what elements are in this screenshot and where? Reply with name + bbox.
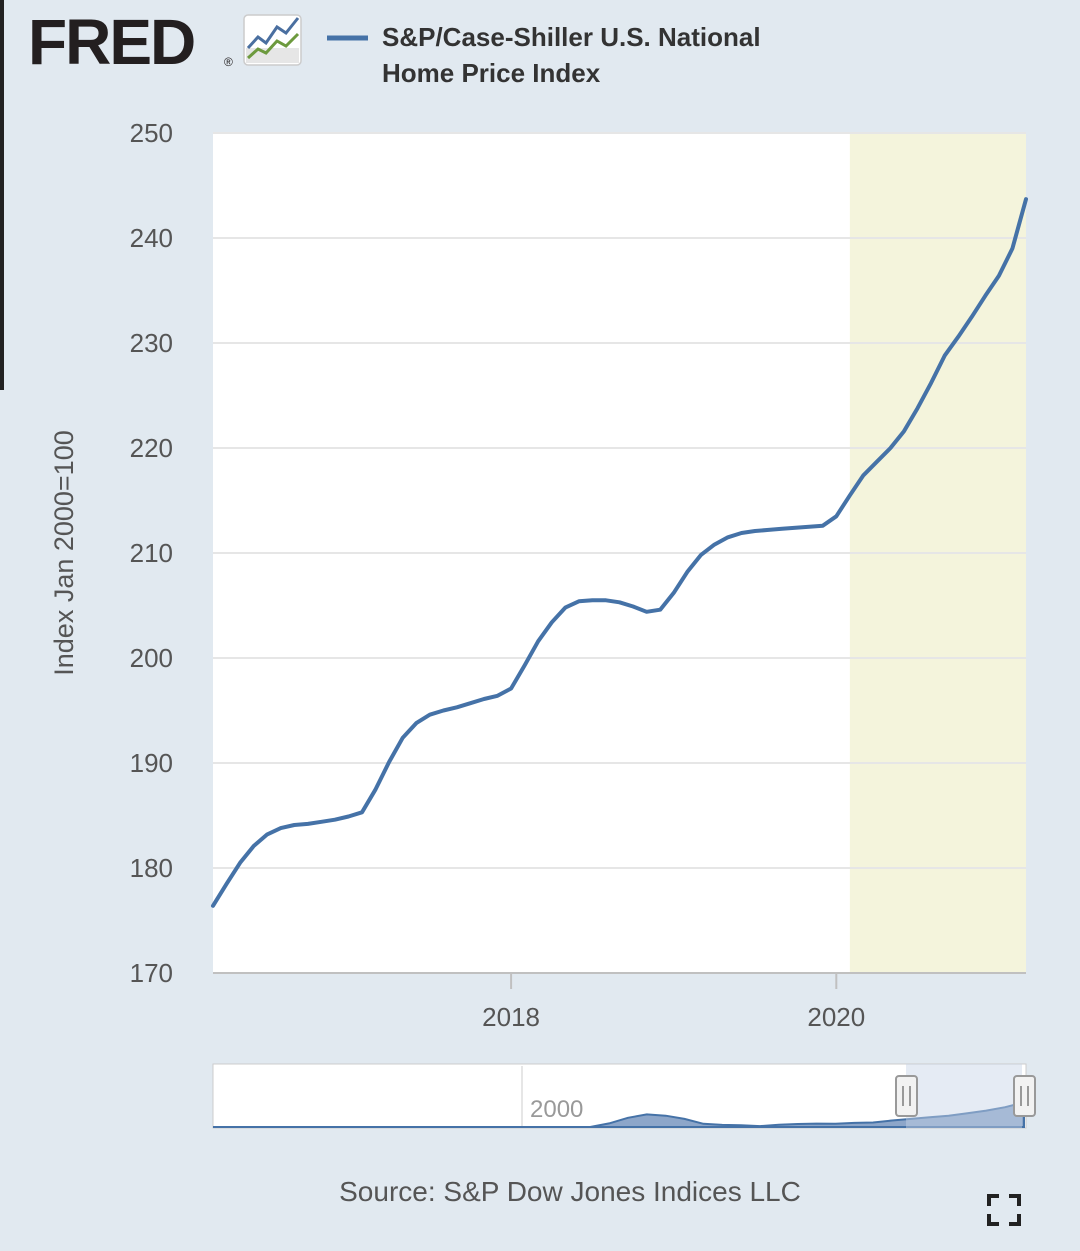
fullscreen-icon[interactable] [987,1194,1021,1226]
x-tick-label-2018: 2018 [482,1002,540,1032]
x-tick-label-2020: 2020 [807,1002,865,1032]
navigator-handle-right[interactable] [1013,1075,1036,1117]
y-axis-title: Index Jan 2000=100 [49,430,79,675]
y-tick-label-210: 210 [130,538,173,568]
line-graph-icon [243,14,302,66]
y-tick-label-170: 170 [130,958,173,988]
y-tick-label-190: 190 [130,748,173,778]
y-tick-label-250: 250 [130,118,173,148]
y-tick-label-220: 220 [130,433,173,463]
y-tick-label-180: 180 [130,853,173,883]
y-tick-label-230: 230 [130,328,173,358]
legend-label-line1: S&P/Case-Shiller U.S. National [382,22,761,52]
y-tick-label-240: 240 [130,223,173,253]
y-tick-label-200: 200 [130,643,173,673]
y-axis: 170 180 190 200 210 220 230 240 250 [130,118,173,988]
navigator-series-area [213,1101,1025,1128]
legend[interactable]: S&P/Case-Shiller U.S. National Home Pric… [327,22,761,88]
legend-label-line2: Home Price Index [382,58,601,88]
series-line-home-price-index[interactable] [211,197,1028,908]
source-credit: Source: S&P Dow Jones Indices LLC [339,1176,801,1207]
navigator[interactable]: 2000 [212,1063,1036,1129]
page-edge [0,0,4,390]
logo-text: FRED [28,6,194,78]
navigator-handle-left[interactable] [895,1075,918,1117]
navigator-axis-label: 2000 [530,1096,583,1123]
x-axis: 2018 2020 [482,973,865,1032]
grid [213,132,1026,974]
logo-registered-mark: ® [224,55,233,69]
navigator-selected-range[interactable] [906,1064,1022,1128]
fred-logo[interactable]: FRED ® [28,6,302,78]
